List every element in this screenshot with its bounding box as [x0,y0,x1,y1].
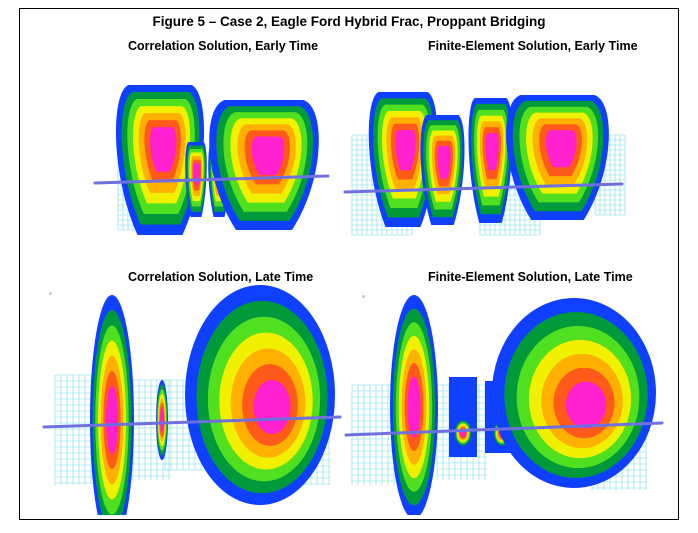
fracture-lobe-2-contour-6 [437,145,451,179]
fracture-lobe-small-1-contour-6 [193,163,200,186]
fracture-lobe-left-contour-6 [106,386,118,454]
fracture-plot-correlation-early [93,85,330,235]
artifact-dot [49,292,52,295]
panel-correlation-early [90,80,330,240]
fracture-lobe-small-1-contour-6 [160,407,164,433]
panel-fe-late [342,285,667,515]
fracture-lobe-4-contour-6 [545,130,577,168]
fracture-lobe-1-contour-6 [395,129,416,171]
fracture-lobe-left-contour-6 [407,376,421,438]
fracture-plot-correlation-late [42,285,342,515]
wellbore-line [93,174,330,185]
fracture-plot-fe-early [343,92,626,236]
figure-title: Figure 5 – Case 2, Eagle Ford Hybrid Fra… [152,14,546,29]
wellbore-line [343,182,624,194]
fracture-lobe-right-contour-6 [251,136,285,176]
fracture-lobe-right-contour-6 [253,379,291,435]
fracture-lobe-3-contour-6 [485,133,499,171]
panel-title-correlation-late: Correlation Solution, Late Time [128,270,314,284]
artifact-dot [362,295,365,298]
fracture-lobe-left-contour-6 [150,127,177,172]
panel-fe-early [340,80,630,240]
fracture-plot-fe-late [344,295,664,515]
wellbore-line [344,421,664,437]
panel-correlation-late [40,285,345,515]
panel-title-correlation-early: Correlation Solution, Early Time [128,39,319,53]
fracture-lobe-right-contour-6 [565,381,607,429]
panel-title-fe-early: Finite-Element Solution, Early Time [428,39,638,53]
panel-title-fe-late: Finite-Element Solution, Late Time [428,270,633,284]
wellbore-line [42,415,342,429]
